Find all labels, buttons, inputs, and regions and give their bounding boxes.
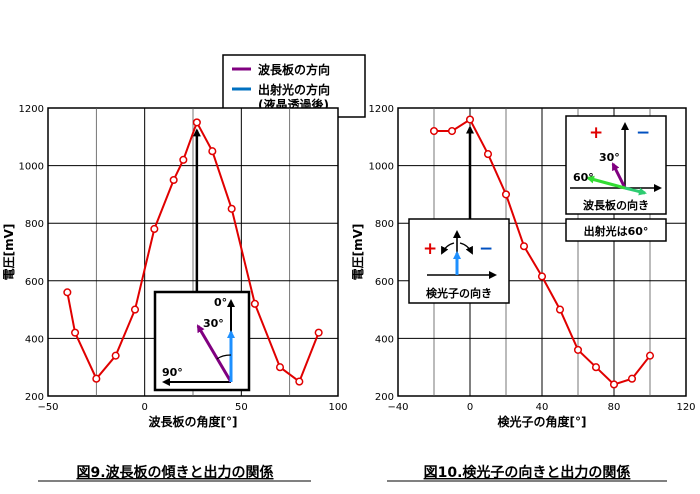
chart1-ytick-label: 800	[25, 219, 44, 230]
legend-label-output-light: 出射光の方向	[258, 82, 330, 97]
inset3-output-light-arrow-b	[624, 186, 647, 196]
inset2-rotation-arrow-right	[459, 242, 473, 255]
chart1-data-point	[92, 374, 101, 383]
chart2-ytick-label: 200	[375, 392, 394, 403]
chart2-data-point	[627, 374, 637, 383]
chart2-inset-wave-plate: + − 30° 60° 波長板の向き	[565, 115, 667, 215]
inset2-plus-sign: +	[423, 239, 437, 259]
chart-analyzer: −40 0 40 80 120 200 400 600 800 1000 1200 + − 検光子の…	[351, 104, 696, 482]
chart2-ytick-label: 1000	[369, 162, 394, 173]
chart1-gridlines	[48, 108, 338, 396]
chart1-data-point	[130, 305, 140, 314]
chart2-ylabel: 電圧[mV]	[351, 224, 365, 281]
chart1-data-point	[295, 377, 304, 386]
chart2-data-point	[573, 345, 583, 354]
inset3-caption: 波長板の向き	[583, 198, 649, 212]
inset2-rotation-arrow-left	[441, 242, 455, 255]
chart1-ytick-label: 200	[25, 392, 44, 403]
chart1-xtick-label: 100	[328, 402, 347, 413]
chart2-data-point	[501, 190, 511, 199]
chart2-xtick-label: 40	[536, 402, 549, 413]
chart2-xlabel: 検光子の角度[°]	[498, 414, 587, 429]
inset3-output-light-arrow-a	[586, 175, 626, 190]
chart1-xtick-label: 50	[235, 402, 248, 413]
chart1-xlabel: 波長板の角度[°]	[149, 414, 238, 429]
inset1-wave-plate-arrow	[196, 324, 233, 383]
legend-label-wave-plate: 波長板の方向	[258, 62, 330, 77]
chart1-tick-labels: −50 0 50 100 200 400 600 800 1000 1200	[19, 104, 348, 413]
chart1-data-point	[208, 147, 217, 156]
chart2-xtick-label: −40	[387, 402, 408, 413]
chart2-note-text: 出射光は60°	[584, 224, 649, 238]
chart2-data-point	[609, 380, 619, 389]
chart2-ytick-label: 800	[375, 219, 394, 230]
chart2-data-point	[465, 115, 475, 124]
chart2-data-point	[483, 150, 493, 159]
chart1-ytick-label: 1200	[19, 104, 44, 115]
chart1-ytick-label: 600	[25, 277, 44, 288]
chart1-data-point	[192, 118, 201, 127]
chart2-xtick-label: 0	[467, 402, 473, 413]
chart1-xtick-label: −50	[37, 402, 58, 413]
chart2-data-point	[519, 242, 529, 251]
legend-frame	[222, 54, 366, 118]
inset1-label-0deg: 0°	[214, 296, 227, 309]
inset3-label-60deg: 60°	[573, 171, 594, 184]
inset3-plus-sign: +	[589, 123, 603, 143]
chart2-note-frame	[565, 218, 667, 242]
inset1-angle-arc	[216, 354, 232, 360]
chart2-note: 出射光は60°	[565, 218, 667, 242]
chart1-data-point	[275, 363, 285, 372]
chart2-caption: 図10.検光子の向きと出力の関係	[424, 464, 631, 481]
chart2-data-point	[591, 363, 601, 372]
chart2-ytick-label: 1200	[369, 104, 394, 115]
chart2-xtick-label: 80	[608, 402, 621, 413]
inset1-label-30deg: 30°	[203, 317, 224, 330]
chart1-data-point	[227, 204, 236, 213]
chart1-caption: 図9.波長板の傾きと出力の関係	[76, 464, 273, 481]
chart1-ytick-label: 400	[25, 334, 44, 345]
chart1-inset-frame	[153, 290, 251, 392]
chart2-ytick-label: 400	[375, 334, 394, 345]
chart2-data-point	[447, 126, 457, 136]
inset3-minus-sign: −	[636, 123, 650, 143]
chart2-data-point	[555, 305, 565, 314]
chart1-data-point	[169, 175, 178, 185]
chart1-data-point	[150, 224, 159, 234]
inset3-label-30deg: 30°	[599, 151, 620, 164]
inset3-wave-plate-arrow	[611, 162, 627, 189]
chart2-data-point	[645, 351, 655, 360]
chart2-data-point	[429, 126, 439, 136]
chart1-data-point	[250, 299, 259, 308]
chart1-inset: 0° 30° 90°	[153, 290, 251, 392]
chart1-data-point	[111, 351, 120, 360]
chart2-inset-analyzer: + − 検光子の向き	[408, 218, 510, 304]
chart1-series	[63, 118, 323, 386]
chart1-xtick-label: 0	[141, 402, 147, 413]
chart2-tick-labels: −40 0 40 80 120 200 400 600 800 1000 1200	[369, 104, 696, 413]
chart1-data-point	[63, 288, 72, 297]
chart1-ytick-label: 1000	[19, 162, 44, 173]
chart2-xtick-label: 120	[676, 402, 695, 413]
chart1-ylabel: 電圧[mV]	[2, 224, 16, 281]
inset1-label-90deg: 90°	[162, 366, 183, 379]
chart1-data-point	[179, 155, 188, 164]
chart1-data-point	[314, 328, 323, 337]
chart2-series	[429, 115, 655, 389]
chart2-data-point	[537, 272, 547, 281]
chart1-data-point	[71, 328, 80, 337]
chart-wave-plate: −50 0 50 100 200 400 600 800 1000 1200 0° 30° 90°…	[2, 104, 348, 482]
inset2-caption: 検光子の向き	[426, 286, 492, 300]
chart2-ytick-label: 600	[375, 277, 394, 288]
inset2-minus-sign: −	[479, 239, 493, 259]
